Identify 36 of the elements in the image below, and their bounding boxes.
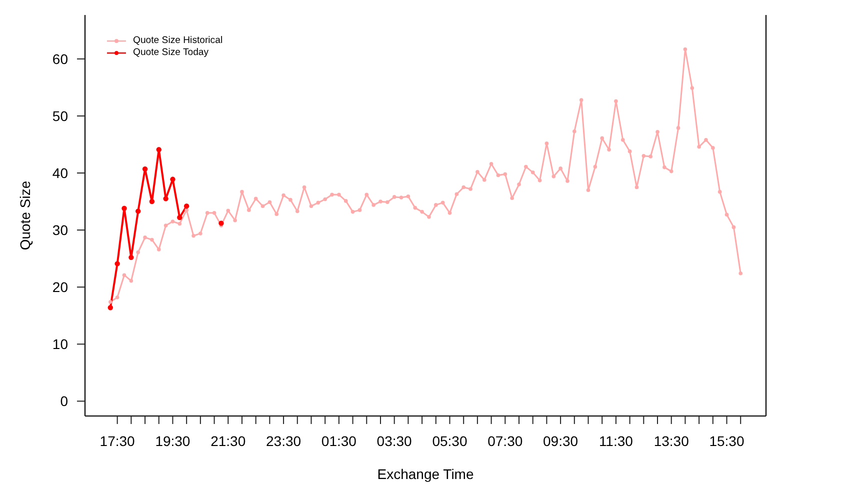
x-tick-label: 17:30 [100, 432, 136, 449]
point [184, 203, 190, 209]
x-tick-label: 19:30 [155, 432, 190, 449]
y-tick-label: 60 [52, 50, 68, 67]
point [108, 305, 113, 310]
point [149, 198, 155, 204]
x-tick-label: 11:30 [598, 432, 634, 449]
point [128, 254, 134, 260]
point [122, 206, 127, 211]
y-tick-label: 50 [52, 108, 68, 124]
x-tick-label: 07:30 [488, 432, 523, 449]
x-tick-label: 09:30 [543, 432, 578, 449]
point [142, 166, 148, 172]
point [163, 196, 168, 202]
x-tick-label: 23:30 [266, 432, 302, 449]
x-tick-label: 15:30 [709, 432, 744, 449]
legend-label: Quote Size Historical [133, 35, 223, 46]
x-tick-label: 03:30 [376, 432, 412, 449]
point [114, 261, 120, 266]
y-tick-label: 40 [52, 164, 68, 181]
x-tick-label: 13:30 [654, 432, 690, 449]
y-tick-label: 30 [52, 222, 68, 238]
point [170, 176, 176, 182]
y-tick-label: 0 [60, 393, 68, 410]
point [135, 208, 141, 214]
point [156, 147, 162, 152]
y-tick-label: 20 [52, 279, 68, 296]
point [218, 220, 224, 226]
x-tick-label: 21:30 [210, 432, 246, 449]
y-tick-label: 10 [52, 336, 68, 352]
x-axis-title: Exchange Time [377, 466, 474, 482]
point [177, 214, 182, 220]
y-axis-title: Quote Size [17, 180, 33, 250]
x-tick-label: 01:30 [321, 432, 357, 449]
legend-label: Quote Size Today [133, 47, 209, 58]
x-tick-label: 05:30 [432, 432, 468, 449]
